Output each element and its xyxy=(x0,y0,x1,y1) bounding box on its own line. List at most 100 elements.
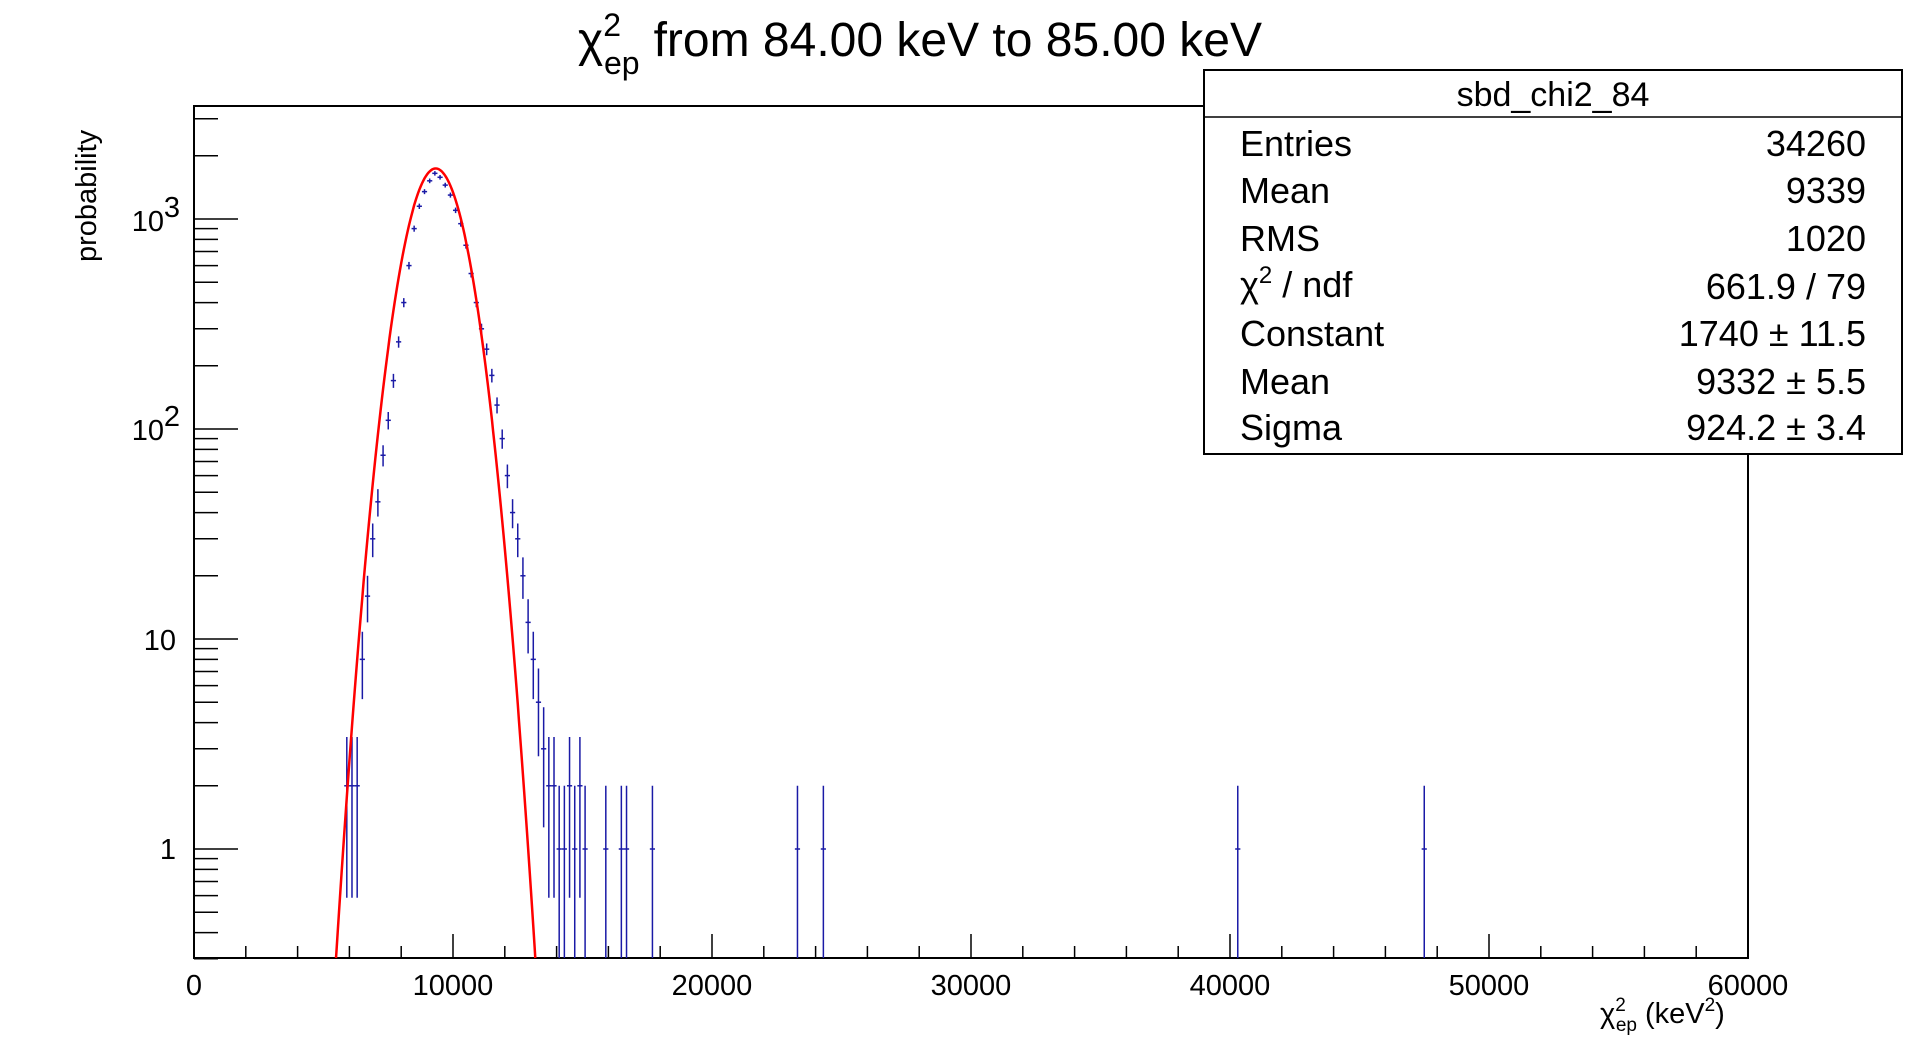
y-tick-label-1: 1 xyxy=(160,834,176,866)
stats-label-fit-mean: Mean xyxy=(1240,361,1330,402)
data-point xyxy=(504,464,510,489)
stats-value-constant: 1740 ± 11.5 xyxy=(1679,313,1866,354)
x-axis-title-subscript: ep xyxy=(1616,1015,1637,1036)
stats-label-chi2-ndf: χ2 / ndf xyxy=(1240,262,1353,305)
data-point xyxy=(375,489,381,517)
chart-title-superscript: 2 xyxy=(603,7,621,43)
x-tick-label-1: 10000 xyxy=(413,970,494,1002)
data-point xyxy=(427,178,433,184)
stats-box: sbd_chi2_84 Entries 34260 Mean 9339 RMS … xyxy=(1203,69,1903,455)
y-tick-label-100-exponent: 2 xyxy=(164,401,180,433)
x-tick-label-0: 0 xyxy=(186,970,202,1002)
data-point xyxy=(520,557,526,599)
data-point xyxy=(437,175,443,180)
data-point xyxy=(349,737,355,898)
stats-chi-symbol: χ xyxy=(1240,264,1259,305)
data-point xyxy=(453,207,459,214)
x-axis-title-superscript: 2 xyxy=(1615,995,1626,1016)
stats-value-sigma: 924.2 ± 3.4 xyxy=(1686,407,1866,448)
stats-value-entries: 34260 xyxy=(1766,123,1866,164)
data-point xyxy=(530,631,536,700)
stats-label-constant: Constant xyxy=(1240,313,1384,354)
stats-value-mean: 9339 xyxy=(1786,170,1866,211)
y-axis-ticks xyxy=(194,118,238,960)
data-point xyxy=(411,225,417,232)
data-point xyxy=(390,373,397,388)
data-point xyxy=(489,368,495,383)
data-point xyxy=(354,737,360,898)
data-point xyxy=(432,171,438,176)
data-point xyxy=(447,192,453,198)
x-axis-title-units-exponent: 2 xyxy=(1705,995,1716,1016)
data-point xyxy=(618,785,624,958)
chart-title: χ2 ep from 84.00 keV to 85.00 keV xyxy=(578,7,1262,81)
data-point xyxy=(1235,785,1241,958)
x-tick-labels: 0 10000 20000 30000 40000 50000 60000 xyxy=(186,970,1788,1002)
data-point xyxy=(546,737,552,898)
y-axis-title: probability xyxy=(71,129,103,262)
data-point xyxy=(421,189,428,195)
stats-label-mean: Mean xyxy=(1240,170,1330,211)
data-point xyxy=(649,785,656,958)
x-axis-title-chi-symbol: χ xyxy=(1600,998,1615,1030)
data-point xyxy=(406,261,412,270)
data-point xyxy=(577,737,583,898)
data-point xyxy=(551,737,557,898)
stats-chi-ndf-label: / ndf xyxy=(1282,264,1353,305)
data-point xyxy=(359,631,365,700)
data-point xyxy=(380,445,386,467)
data-point xyxy=(396,336,402,348)
data-point xyxy=(515,523,521,558)
x-axis-ticks xyxy=(193,934,1749,958)
x-tick-label-5: 50000 xyxy=(1449,970,1530,1002)
chart-title-subscript: ep xyxy=(604,45,640,81)
stats-box-name: sbd_chi2_84 xyxy=(1457,76,1650,114)
x-tick-label-2: 20000 xyxy=(672,970,753,1002)
data-point xyxy=(566,737,573,898)
stats-label-entries: Entries xyxy=(1240,123,1352,164)
gaussian-fit-curve xyxy=(334,167,537,959)
data-point xyxy=(603,785,609,958)
data-point xyxy=(794,785,801,958)
y-tick-label-10: 10 xyxy=(144,625,176,657)
data-point xyxy=(364,575,371,623)
data-point xyxy=(1421,785,1427,958)
y-tick-label-1000-exponent: 3 xyxy=(164,192,180,224)
x-axis-title-units: (keV xyxy=(1645,998,1705,1030)
data-point xyxy=(484,343,490,356)
stats-box-frame xyxy=(1203,69,1903,455)
x-tick-label-3: 30000 xyxy=(931,970,1012,1002)
stats-label-rms: RMS xyxy=(1240,218,1320,259)
data-point xyxy=(416,203,422,209)
data-point xyxy=(572,785,578,958)
data-point xyxy=(820,785,826,958)
x-tick-label-6: 60000 xyxy=(1708,970,1789,1002)
data-point xyxy=(535,668,542,757)
x-axis-title: χ2 ep (keV2) xyxy=(1600,995,1725,1036)
stats-value-rms: 1020 xyxy=(1786,218,1866,259)
stats-value-chi2-ndf: 661.9 / 79 xyxy=(1706,266,1866,307)
data-point xyxy=(442,182,448,188)
data-point xyxy=(525,599,531,654)
data-point xyxy=(499,429,505,449)
stats-value-fit-mean: 9332 ± 5.5 xyxy=(1696,361,1866,402)
data-point xyxy=(541,707,547,828)
data-point xyxy=(561,785,567,958)
data-point xyxy=(401,298,407,308)
data-point xyxy=(623,785,630,958)
data-point xyxy=(582,785,588,958)
chart-title-text: from 84.00 keV to 85.00 keV xyxy=(654,14,1262,67)
data-point xyxy=(370,523,376,558)
data-point xyxy=(385,412,391,430)
y-tick-labels: 1 10 10 2 10 3 xyxy=(132,192,180,866)
stats-chi-superscript: 2 xyxy=(1259,262,1272,289)
data-point xyxy=(509,499,516,529)
data-point xyxy=(556,785,562,958)
y-tick-label-1000: 10 xyxy=(132,206,164,238)
x-tick-label-4: 40000 xyxy=(1190,970,1271,1002)
x-axis-title-close-paren: ) xyxy=(1715,998,1725,1030)
data-point xyxy=(494,397,500,414)
stats-label-sigma: Sigma xyxy=(1240,407,1343,448)
chart-title-chi-symbol: χ xyxy=(578,14,603,67)
